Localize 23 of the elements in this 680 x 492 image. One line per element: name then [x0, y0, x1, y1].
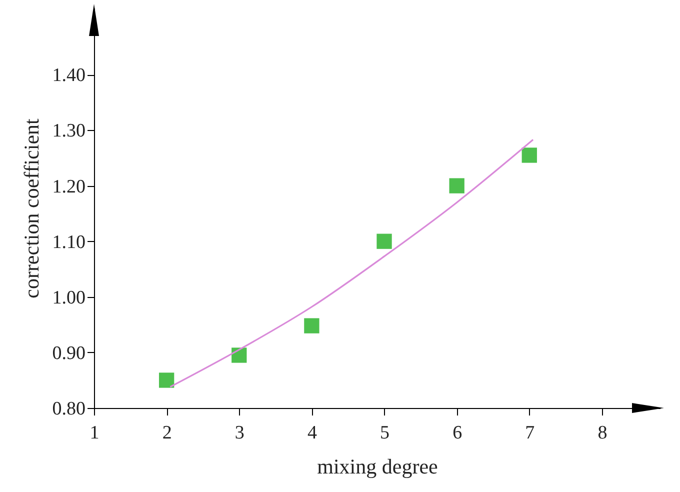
y-tick-label: 1.00: [52, 287, 86, 308]
point: [376, 234, 392, 249]
x-tick-label: 6: [452, 422, 462, 444]
x-tick-label: 4: [307, 422, 318, 444]
y-axis-title: correction coefficient: [19, 118, 44, 298]
x-axis-title: mixing degree: [317, 454, 438, 478]
y-tick-label: 1.40: [52, 65, 86, 86]
x-tick-label: 7: [525, 422, 535, 444]
x-tick-label: 5: [380, 422, 390, 444]
x-tick-label: 1: [90, 422, 100, 444]
point: [449, 178, 464, 194]
x-tick-label: 3: [234, 422, 244, 444]
y-tick-label: 1.30: [52, 120, 86, 142]
point: [304, 318, 320, 334]
y-tick-label: 0.80: [52, 398, 86, 420]
point: [232, 348, 247, 363]
point: [522, 148, 537, 163]
x-tick-label: 2: [162, 422, 172, 444]
point: [158, 372, 174, 388]
y-tick-label: 1.20: [52, 176, 86, 198]
x-tick-label: 8: [598, 422, 608, 444]
y-tick-label: 1.10: [52, 232, 86, 253]
y-tick-label: 0.90: [52, 342, 86, 364]
